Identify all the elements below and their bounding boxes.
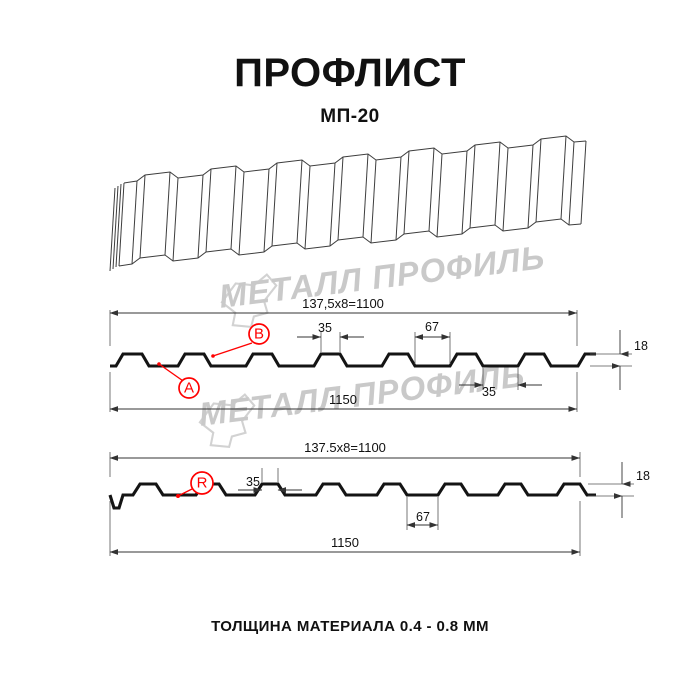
cross-section-top: 137,5x8=1100 1150 35 67 35 [109,296,648,412]
marker-b: B [211,323,270,358]
model-subtitle: МП-20 [320,106,380,127]
isometric-profile-view [109,135,587,272]
title-block: ПРОФЛИСТ МП-20 [0,52,700,128]
cross-section-bottom: 137.5x8=1100 1150 35 67 18 [108,440,650,556]
dim-trough-bottom: 67 [416,510,430,524]
marker-r-label: R [197,475,208,492]
dim-total-top: 1150 [329,392,357,407]
profile-outline-top [110,352,596,368]
dim-pitch-bottom: 137.5x8=1100 [304,440,386,455]
marker-a-label: A [184,380,194,397]
dim-rib-bottom-top: 35 [482,385,496,399]
dim-rib-bottom-view: 35 [246,475,260,489]
material-thickness-note: ТОЛЩИНА МАТЕРИАЛА 0.4 - 0.8 ММ [211,618,489,635]
dim-pitch-top: 137,5x8=1100 [302,296,384,311]
dim-height-bottom: 18 [636,469,650,483]
dim-height-top: 18 [634,339,648,353]
page-title: ПРОФЛИСТ [234,51,466,95]
marker-r: R [176,471,214,498]
dim-rib-top: 35 [318,321,332,335]
dim-total-bottom: 1150 [331,535,359,550]
marker-b-label: B [254,326,264,343]
marker-a: A [157,362,200,399]
profile-outline-bottom [108,482,596,510]
dim-trough-top: 67 [425,320,439,334]
